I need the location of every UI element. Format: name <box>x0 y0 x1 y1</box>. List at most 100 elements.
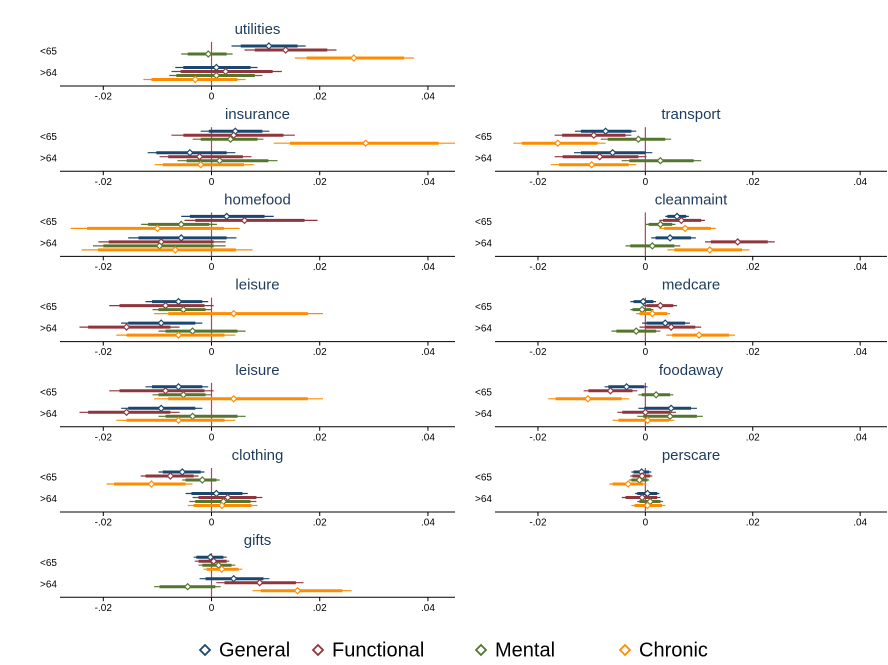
estimate-marker <box>656 156 665 165</box>
estimate-marker <box>634 135 643 144</box>
x-tick-label: 0 <box>643 262 649 273</box>
x-tick-label: 0 <box>209 432 215 443</box>
estimate-marker <box>212 71 221 80</box>
estimate-marker <box>157 404 166 413</box>
x-tick-label: -.02 <box>95 92 113 103</box>
estimate-marker <box>643 489 652 498</box>
x-tick-label: -.02 <box>529 518 547 529</box>
x-tick-label: .02 <box>746 347 760 358</box>
x-tick-label: .02 <box>746 432 760 443</box>
x-tick-label: .04 <box>853 518 867 529</box>
estimate-marker <box>186 148 194 157</box>
category-label: >64 <box>475 494 492 505</box>
estimate-marker <box>171 246 180 254</box>
estimate-marker <box>695 331 703 339</box>
estimate-marker <box>229 309 238 318</box>
x-tick-label: .04 <box>853 177 867 188</box>
estimate-marker <box>188 327 197 335</box>
x-tick-label: 0 <box>643 347 649 358</box>
panel: clothing -.02 0 .02 .04 <65 >64 <box>40 447 455 529</box>
x-tick-label: -.02 <box>529 262 547 273</box>
category-label: >64 <box>475 153 492 164</box>
category-label: >64 <box>475 409 492 420</box>
panel: gifts -.02 0 .02 .04 <65 >64 <box>40 532 455 614</box>
x-tick-label: -.02 <box>529 177 547 188</box>
panel-title: cleanmaint <box>655 191 728 208</box>
x-tick-label: 0 <box>209 603 215 614</box>
panel-title: leisure <box>235 362 279 379</box>
legend-marker <box>198 643 212 657</box>
category-label: <65 <box>475 132 492 143</box>
x-tick-label: .04 <box>421 92 435 103</box>
category-label: <65 <box>475 473 492 484</box>
estimate-marker <box>161 386 170 395</box>
estimate-marker <box>632 327 641 335</box>
legend-marker <box>474 643 488 657</box>
x-tick-label: .02 <box>313 177 327 188</box>
x-tick-label: .02 <box>313 92 327 103</box>
category-label: >64 <box>40 494 57 505</box>
x-tick-label: .04 <box>421 603 435 614</box>
estimate-marker <box>681 224 689 233</box>
panel: medcare -.02 0 .02 .04 <65 >64 <box>475 277 887 358</box>
panel: transport -.02 0 .02 .04 <65 >64 <box>475 106 887 188</box>
category-label: >64 <box>40 579 57 590</box>
category-label: >64 <box>40 239 57 250</box>
estimate-marker <box>177 234 186 242</box>
estimate-marker <box>198 476 207 484</box>
estimate-marker <box>157 319 166 327</box>
x-tick-label: 0 <box>209 518 215 529</box>
estimate-marker <box>174 331 183 339</box>
x-tick-label: .04 <box>421 518 435 529</box>
estimate-marker <box>667 404 675 413</box>
estimate-marker <box>217 501 226 510</box>
panel: leisure -.02 0 .02 .04 <65 >64 <box>40 277 455 358</box>
panel-title: foodaway <box>659 362 724 379</box>
x-tick-label: -.02 <box>529 347 547 358</box>
x-tick-label: .02 <box>746 518 760 529</box>
category-label: <65 <box>40 302 57 313</box>
x-tick-label: .04 <box>421 432 435 443</box>
x-tick-label: 0 <box>209 92 215 103</box>
panel: foodaway -.02 0 .02 .04 <65 >64 <box>475 362 887 443</box>
category-label: <65 <box>40 132 57 143</box>
estimate-marker <box>666 412 674 421</box>
x-tick-label: .04 <box>853 347 867 358</box>
x-tick-label: -.02 <box>95 262 113 273</box>
panel-title: transport <box>661 106 721 123</box>
category-label: >64 <box>40 153 57 164</box>
estimate-marker <box>635 476 644 484</box>
estimate-marker <box>177 220 186 229</box>
estimate-marker <box>648 309 657 318</box>
estimate-marker <box>153 224 162 233</box>
legend-label: General <box>219 639 290 661</box>
estimate-marker <box>673 212 681 221</box>
category-label: <65 <box>475 387 492 398</box>
estimate-marker <box>229 574 238 583</box>
legend-marker <box>618 643 632 657</box>
estimate-marker <box>188 412 197 421</box>
estimate-marker <box>667 323 675 331</box>
estimate-marker <box>174 297 183 306</box>
estimate-marker <box>209 557 218 566</box>
estimate-marker <box>656 220 665 229</box>
estimate-marker <box>587 160 596 169</box>
estimate-marker <box>155 242 164 250</box>
estimate-marker <box>229 394 238 403</box>
legend-label: Chronic <box>639 639 708 661</box>
panel: leisure -.02 0 .02 .04 <65 >64 <box>40 362 455 443</box>
x-tick-label: 0 <box>643 518 649 529</box>
estimate-marker <box>624 480 633 488</box>
estimate-marker <box>161 301 170 310</box>
category-label: <65 <box>40 387 57 398</box>
legend: General Functional Mental Chronic <box>198 639 708 661</box>
estimate-marker <box>221 67 230 76</box>
category-label: <65 <box>40 473 57 484</box>
estimate-marker <box>255 578 264 587</box>
estimate-marker <box>174 416 183 425</box>
estimate-marker <box>214 561 223 570</box>
estimate-marker <box>666 234 674 242</box>
x-tick-label: 0 <box>643 432 649 443</box>
